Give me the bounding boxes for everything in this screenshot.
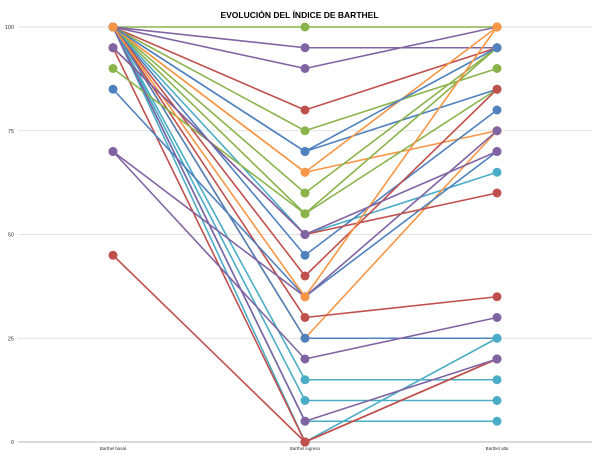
data-point bbox=[492, 292, 502, 302]
series-line bbox=[112, 26, 497, 340]
x-category-label: Barthel basal bbox=[100, 446, 126, 451]
x-category-label: Barthel alta bbox=[486, 446, 509, 451]
data-point bbox=[300, 209, 310, 219]
x-axis-categories: Barthel basal Barthel ingreso Barthel alta bbox=[100, 446, 509, 451]
data-point bbox=[300, 167, 310, 177]
data-point bbox=[492, 147, 502, 156]
data-point bbox=[492, 43, 502, 53]
series-line bbox=[112, 254, 498, 443]
data-point bbox=[492, 354, 502, 364]
data-point bbox=[300, 313, 310, 322]
data-point bbox=[300, 375, 310, 385]
data-point bbox=[492, 313, 502, 322]
series-line bbox=[112, 26, 498, 257]
data-point bbox=[108, 22, 118, 32]
data-point bbox=[492, 167, 502, 177]
data-point bbox=[300, 64, 310, 73]
data-point bbox=[300, 271, 310, 281]
data-point bbox=[492, 416, 502, 426]
x-category-label: Barthel ingreso bbox=[290, 446, 321, 451]
data-point bbox=[300, 396, 310, 405]
data-point bbox=[300, 126, 310, 136]
data-point bbox=[492, 64, 502, 73]
data-point bbox=[492, 22, 502, 32]
chart-title: EVOLUCIÓN DEL ÍNDICE DE BARTHEL bbox=[220, 10, 379, 20]
data-point bbox=[300, 250, 310, 260]
data-points bbox=[108, 22, 502, 447]
data-point bbox=[108, 43, 118, 53]
y-axis-ticks: 0 25 50 75 100 bbox=[5, 25, 14, 446]
data-point bbox=[300, 188, 310, 198]
data-point bbox=[300, 105, 310, 115]
y-tick-label: 50 bbox=[8, 233, 14, 239]
series-line bbox=[112, 26, 498, 340]
data-point bbox=[108, 147, 118, 156]
data-point bbox=[300, 333, 310, 343]
series-line bbox=[112, 26, 497, 381]
data-point bbox=[492, 396, 502, 405]
data-point bbox=[300, 22, 310, 32]
y-tick-label: 25 bbox=[8, 336, 14, 342]
data-point bbox=[300, 437, 310, 447]
data-point bbox=[492, 375, 502, 385]
data-point bbox=[492, 126, 502, 136]
data-point bbox=[492, 105, 502, 115]
data-point bbox=[492, 84, 502, 94]
data-point bbox=[492, 188, 502, 198]
data-point bbox=[300, 416, 310, 426]
data-point bbox=[108, 84, 118, 94]
data-point bbox=[108, 250, 118, 260]
y-tick-label: 0 bbox=[11, 440, 14, 446]
data-point bbox=[492, 333, 502, 343]
data-point bbox=[300, 43, 310, 53]
data-point bbox=[300, 292, 310, 302]
y-tick-label: 75 bbox=[8, 129, 14, 135]
data-point bbox=[108, 64, 118, 73]
data-point bbox=[300, 354, 310, 364]
data-point bbox=[300, 230, 310, 239]
data-point bbox=[300, 147, 310, 156]
y-tick-label: 100 bbox=[5, 25, 14, 31]
